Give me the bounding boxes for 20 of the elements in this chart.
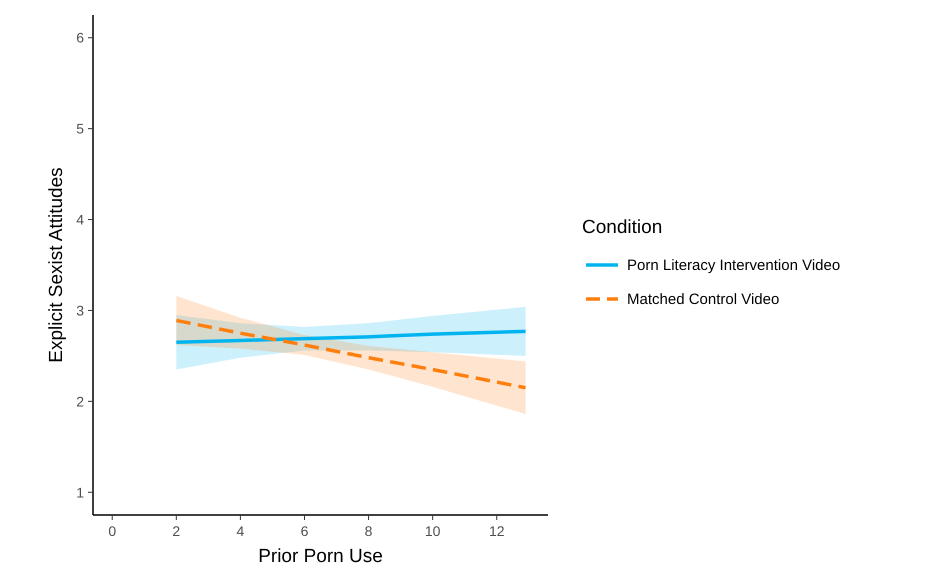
y-tick-label: 6	[76, 30, 84, 46]
legend-label: Matched Control Video	[627, 291, 780, 308]
y-tick-label: 3	[76, 302, 84, 318]
x-tick-label: 6	[300, 523, 309, 539]
x-tick-label: 0	[108, 523, 116, 539]
legend-label: Porn Literacy Intervention Video	[627, 257, 840, 274]
line-series	[174, 318, 528, 390]
legend-title: Condition	[582, 217, 662, 238]
y-tick-label: 4	[76, 212, 84, 228]
y-axis-title: Explicit Sexist Attitudes	[46, 167, 67, 363]
x-axis-title: Prior Porn Use	[258, 546, 383, 567]
line-series	[174, 330, 528, 344]
x-tick-label: 10	[424, 523, 441, 539]
y-tick-label: 5	[76, 120, 84, 137]
x-tick-label: 12	[488, 523, 505, 539]
x-tick-label: 2	[172, 523, 180, 539]
x-tick-label: 4	[236, 523, 244, 539]
y-tick-label: 1	[76, 484, 84, 500]
x-tick-label: 8	[364, 523, 373, 539]
y-tick-label: 2	[76, 393, 84, 410]
